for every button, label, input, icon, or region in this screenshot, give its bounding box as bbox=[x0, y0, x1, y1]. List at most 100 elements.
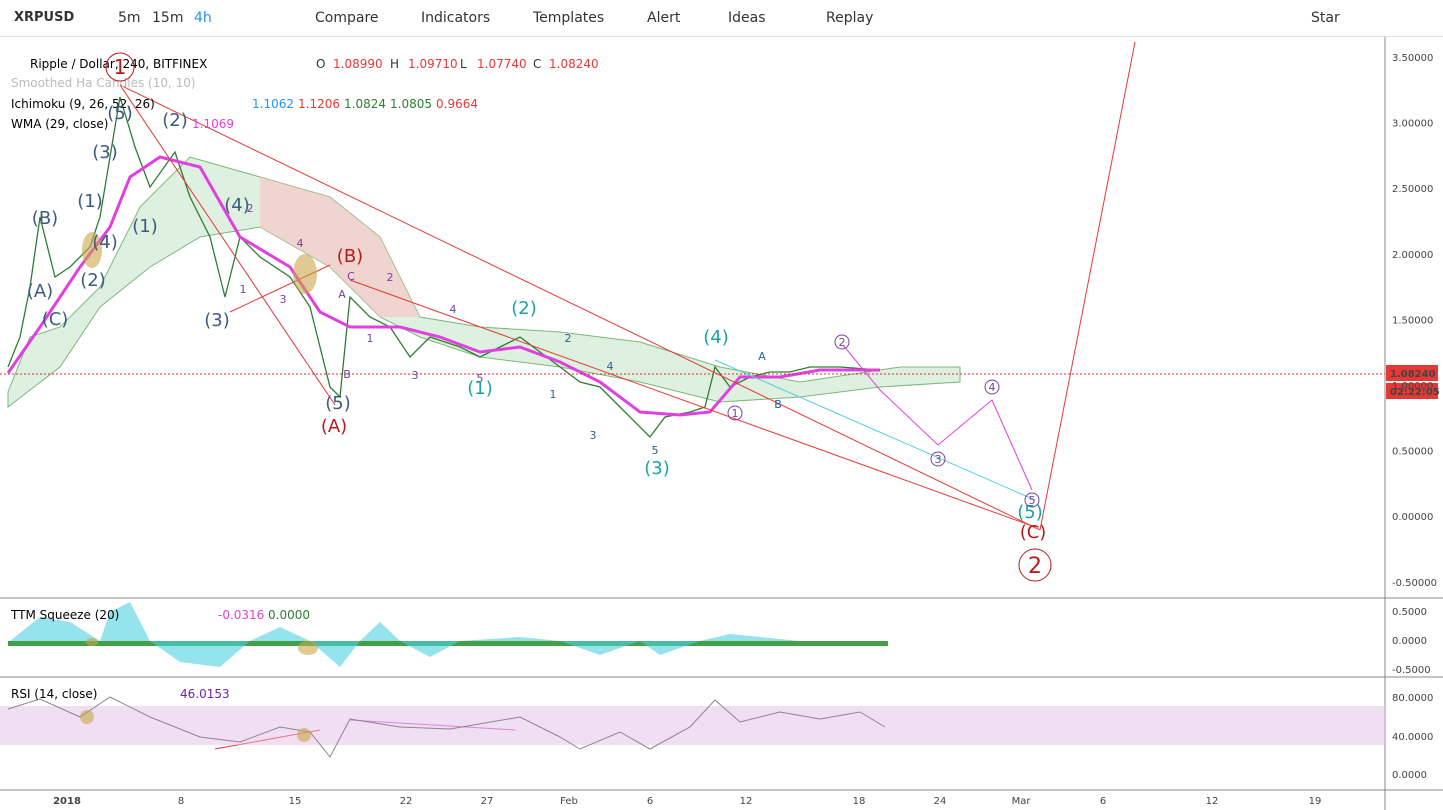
wave-label: (3) bbox=[644, 458, 670, 479]
indicator-label: Ichimoku (9, 26, 52, 26) bbox=[11, 97, 155, 111]
wave-circle bbox=[1018, 548, 1052, 582]
wave-circle bbox=[1024, 492, 1040, 508]
wave-label: 2 bbox=[387, 271, 394, 284]
wave-label: 1 bbox=[367, 332, 374, 345]
ohlc-text: H bbox=[390, 57, 399, 71]
interval[interactable]: 15m bbox=[152, 10, 184, 26]
wave-label: 4 bbox=[607, 360, 614, 373]
ichimoku-cloud-red bbox=[260, 177, 420, 317]
channel-line bbox=[714, 359, 1036, 501]
price-tick-label: 0.00000 bbox=[1392, 512, 1433, 523]
price-tag-text: 1.08240 bbox=[1390, 369, 1436, 380]
time-tick-label: 22 bbox=[400, 796, 413, 807]
ttm-tick-label: 0.0000 bbox=[1392, 636, 1427, 647]
price-tick-label: 3.50000 bbox=[1392, 53, 1433, 64]
wave-label: (3) bbox=[92, 142, 118, 163]
wave-label: 1 bbox=[114, 55, 127, 79]
wave-label: (2) bbox=[511, 298, 537, 319]
projection-line bbox=[842, 344, 1033, 491]
ohlc-text: 1.08990 bbox=[333, 57, 383, 71]
time-tick-label: 6 bbox=[647, 796, 653, 807]
ichimoku-values: 1.1062 1.1206 1.0824 1.0805 0.9664 bbox=[252, 97, 478, 111]
time-tick-label: 12 bbox=[740, 796, 753, 807]
ohlc-text: C bbox=[533, 57, 541, 71]
wave-label: (2) bbox=[80, 270, 106, 291]
indicator-label: Smoothed Ha Candles (10, 10) bbox=[11, 76, 196, 90]
wave-label: (C) bbox=[1020, 522, 1047, 543]
wave-label: (A) bbox=[27, 281, 53, 302]
wave-label: (1) bbox=[77, 191, 103, 212]
ichimoku-value: 1.0824 bbox=[344, 97, 386, 111]
ideas-button[interactable]: Ideas bbox=[728, 10, 766, 26]
price-tick-label: 2.50000 bbox=[1392, 184, 1433, 195]
wave-label: 2 bbox=[1028, 554, 1042, 579]
time-tick-label: 19 bbox=[1309, 796, 1322, 807]
wave-circle bbox=[727, 405, 743, 421]
time-tick-label: 2018 bbox=[53, 796, 81, 807]
wave-label: A bbox=[338, 288, 346, 301]
symbol[interactable]: XRPUSD bbox=[14, 10, 75, 25]
wave-label: 1 bbox=[240, 283, 247, 296]
wave-label: (B) bbox=[32, 208, 58, 229]
star-button[interactable]: Star bbox=[1311, 10, 1340, 26]
time-tick-label: 8 bbox=[178, 796, 184, 807]
time-tick-label: Feb bbox=[560, 796, 578, 807]
ohlc-text: L bbox=[460, 57, 467, 71]
wave-label: 3 bbox=[412, 369, 419, 382]
wave-label: (1) bbox=[467, 378, 493, 399]
wave-circle bbox=[105, 52, 135, 82]
time-tick-label: 18 bbox=[853, 796, 866, 807]
wave-label: (3) bbox=[204, 310, 230, 331]
price-tick-label: 0.50000 bbox=[1392, 447, 1433, 458]
price-tick-label: 1.00000 bbox=[1392, 381, 1433, 392]
indicator-label: RSI (14, close) bbox=[11, 687, 97, 701]
wave-label: (A) bbox=[321, 416, 347, 437]
price-tag-text: 02:22:05 bbox=[1390, 387, 1440, 398]
wave-label: (2) bbox=[162, 110, 188, 131]
price-line bbox=[7, 96, 881, 438]
wave-label: (5) bbox=[325, 393, 351, 414]
time-tick-label: Mar bbox=[1012, 796, 1032, 807]
wave-label: 2 bbox=[565, 332, 572, 345]
chart-area: Ripple / Dollar, 240, BITFINEX O 1.08990 H… bbox=[0, 37, 1443, 810]
price-tag bbox=[1386, 365, 1438, 381]
ohlc-text: 1.08240 bbox=[549, 57, 599, 71]
wave-label: 3 bbox=[590, 429, 597, 442]
indicator-value: -0.0316 bbox=[218, 608, 264, 622]
interval[interactable]: 4h bbox=[194, 10, 212, 26]
wave-label: (5) bbox=[1017, 502, 1043, 523]
wave-label: (4) bbox=[224, 195, 250, 216]
compare-button[interactable]: Compare bbox=[315, 10, 379, 26]
rsi-line bbox=[7, 696, 886, 758]
time-tick-label: 15 bbox=[289, 796, 302, 807]
symbol-title: Ripple / Dollar, 240, BITFINEX bbox=[30, 57, 207, 71]
wave-label: 5 bbox=[1029, 494, 1036, 507]
wave-label: 5 bbox=[652, 444, 659, 457]
wave-label: (1) bbox=[132, 216, 158, 237]
ttm-histogram bbox=[10, 602, 800, 667]
ichimoku-value: 1.1062 bbox=[252, 97, 294, 111]
templates-button[interactable]: Templates bbox=[533, 10, 605, 26]
time-tick-label: 24 bbox=[934, 796, 947, 807]
indicator-value: 0.0000 bbox=[268, 608, 310, 622]
interval[interactable]: 5m bbox=[118, 10, 141, 26]
wave-label: 3 bbox=[280, 293, 287, 306]
wave-label: 1 bbox=[550, 388, 557, 401]
rsi-band bbox=[0, 706, 1385, 745]
indicators-button[interactable]: Indicators bbox=[421, 10, 491, 26]
indicator-value: 46.0153 bbox=[180, 687, 230, 701]
wave-label: (5) bbox=[107, 103, 133, 124]
replay-button[interactable]: Replay bbox=[826, 10, 874, 26]
wave-label: B bbox=[343, 368, 351, 381]
alert-button[interactable]: Alert bbox=[647, 10, 681, 26]
rsi-tick-label: 0.0000 bbox=[1392, 770, 1427, 781]
ohlc-text: 1.07740 bbox=[477, 57, 527, 71]
price-tag bbox=[1386, 383, 1438, 399]
rsi-tick-label: 80.0000 bbox=[1392, 693, 1433, 704]
wma-line bbox=[6, 155, 880, 417]
wave-label: 2 bbox=[247, 202, 254, 215]
wave-label: 4 bbox=[297, 237, 304, 250]
wave-label: (C) bbox=[42, 309, 69, 330]
ohlc-text: O bbox=[316, 57, 325, 71]
